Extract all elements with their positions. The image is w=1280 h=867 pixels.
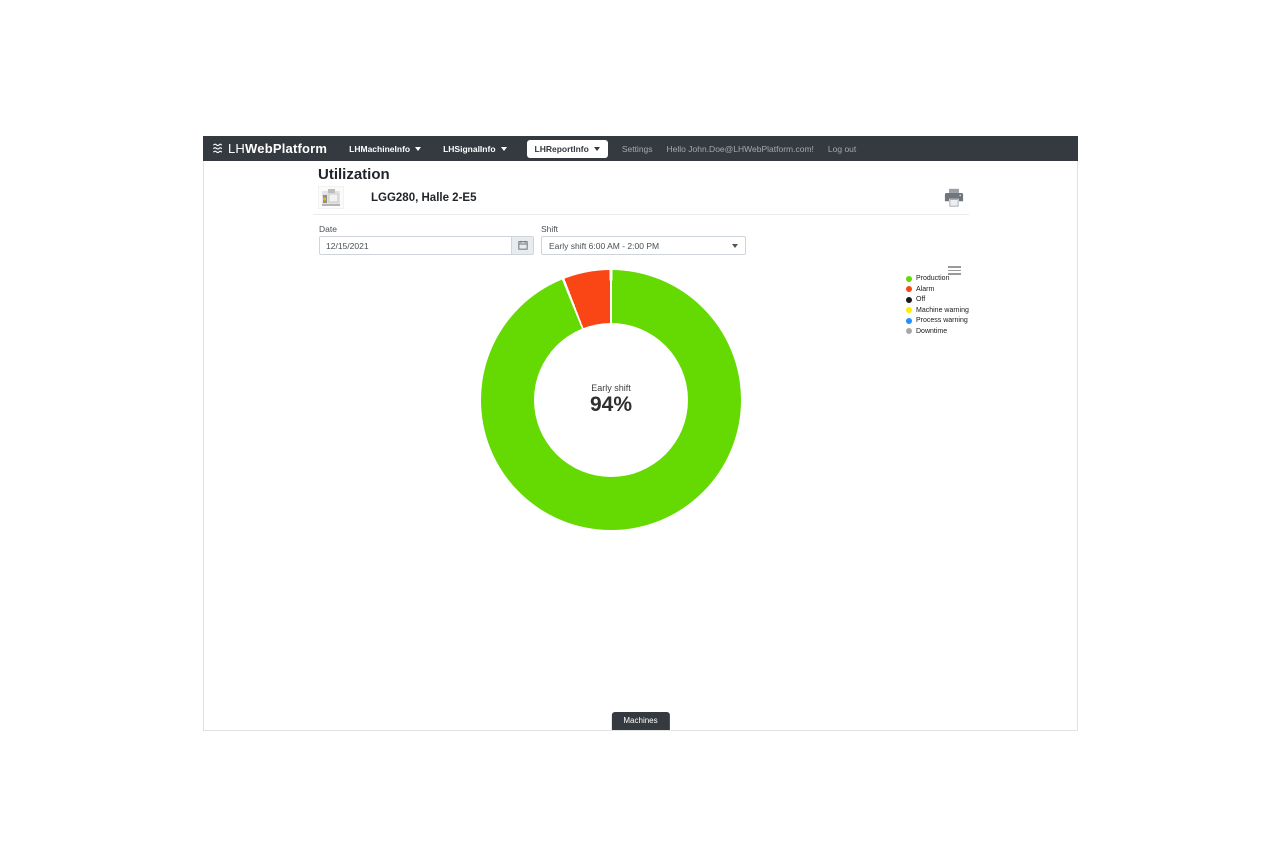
legend-item-downtime[interactable]: Downtime [906, 328, 969, 335]
legend-item-off[interactable]: Off [906, 296, 969, 303]
caret-down-icon [415, 146, 422, 151]
chevron-down-icon [732, 243, 738, 248]
shift-selected-option: Early shift 6:00 AM - 2:00 PM [549, 240, 660, 251]
legend-dot [906, 317, 912, 324]
legend-dot [906, 275, 912, 282]
content-card: Utilization LGG280, Halle 2-E5 D [203, 161, 1078, 731]
shift-label: Shift [541, 224, 559, 234]
legend-label: Off [916, 296, 926, 303]
legend-dot [906, 307, 912, 313]
logout-link[interactable]: Log out [827, 143, 857, 154]
app-window: LHWebPlatform LHMachineInfo LHSignalInfo… [203, 136, 1078, 731]
hamburger-icon[interactable] [948, 264, 961, 277]
machines-button[interactable]: Machines [611, 712, 670, 730]
chart-legend: Production Alarm Off Machine warning Pro… [906, 275, 969, 335]
legend-item-alarm[interactable]: Alarm [906, 286, 969, 293]
nav-item-lhreportinfo[interactable]: LHReportInfo [526, 139, 608, 158]
top-navbar: LHWebPlatform LHMachineInfo LHSignalInfo… [203, 136, 1078, 161]
shift-select[interactable]: Early shift 6:00 AM - 2:00 PM [541, 236, 746, 255]
legend-label: Alarm [916, 285, 935, 293]
date-label: Date [319, 224, 337, 234]
nav-item-lhsignalinfo[interactable]: LHSignalInfo [443, 143, 507, 154]
brand-suffix: WebPlatform [245, 141, 328, 156]
legend-dot [906, 286, 912, 292]
waves-logo-icon [212, 142, 225, 155]
date-field-group [319, 236, 534, 255]
caret-down-icon [500, 146, 507, 151]
machine-photo-thumbnail[interactable] [317, 185, 345, 210]
header-separator [313, 214, 969, 215]
legend-dot [906, 328, 912, 334]
caret-down-icon [593, 146, 600, 151]
settings-link[interactable]: Settings [621, 143, 653, 154]
legend-label: Machine warning [916, 306, 969, 314]
page-title: Utilization [318, 166, 390, 183]
nav-item-lhmachineinfo[interactable]: LHMachineInfo [349, 143, 422, 154]
calendar-button[interactable] [511, 237, 533, 254]
legend-item-machine-warning[interactable]: Machine warning [906, 307, 969, 314]
utilization-donut-chart: Early shift 94% [481, 270, 741, 530]
legend-item-process-warning[interactable]: Process warning [906, 317, 969, 324]
legend-item-production[interactable]: Production [906, 275, 969, 282]
legend-label: Process warning [916, 317, 968, 324]
calendar-icon [517, 237, 528, 254]
nav-item-label: LHSignalInfo [443, 143, 496, 154]
legend-dot [906, 296, 912, 303]
brand-prefix: LH [228, 141, 246, 156]
brand[interactable]: LHWebPlatform [212, 141, 327, 156]
brand-text: LHWebPlatform [228, 141, 327, 156]
nav-item-label: LHReportInfo [534, 143, 589, 154]
legend-label: Downtime [916, 327, 948, 335]
donut-hole [534, 323, 688, 477]
printer-icon[interactable] [944, 188, 964, 207]
date-input[interactable] [320, 237, 511, 254]
legend-label: Production [916, 275, 950, 282]
nav-item-label: LHMachineInfo [349, 143, 411, 154]
machine-name: LGG280, Halle 2-E5 [371, 192, 477, 204]
user-greeting: Hello John.Doe@LHWebPlatform.com! [666, 143, 814, 154]
